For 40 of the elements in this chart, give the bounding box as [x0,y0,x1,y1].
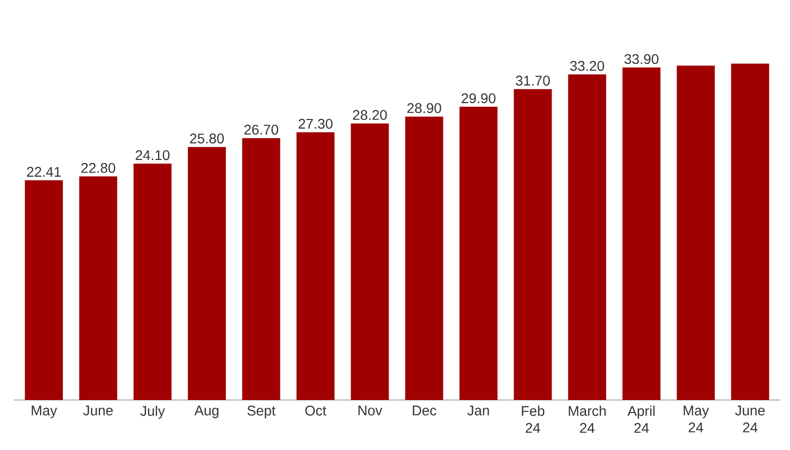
bar [350,123,389,400]
x-tick-label: June [83,406,113,416]
x-tick-label: March 24 [568,406,606,433]
bar [731,64,770,400]
data-label: 33.20 [570,60,604,71]
x-tick-label: Feb 24 [522,406,544,433]
x-tick-label: June 24 [735,406,765,432]
data-label: 28.90 [407,103,442,114]
x-tick-label: Sept [247,406,276,418]
x-tick-label: Dec [412,406,436,416]
data-label: 26.70 [244,124,278,135]
data-label: 24.10 [136,150,170,160]
x-tick-label: Nov [358,406,382,416]
data-label: 33.90 [624,54,658,64]
bar [242,138,280,400]
bar [79,176,118,400]
bar [405,116,444,400]
x-tick-label: Aug [194,406,218,418]
data-label: 25.80 [190,134,224,144]
x-tick-label: Oct [305,406,326,416]
data-label: 28.20 [353,110,387,120]
data-label: 22.80 [81,162,116,173]
bar [568,74,606,400]
bar [24,180,63,400]
bar [514,89,552,400]
x-tick-label: July [140,406,165,419]
x-tick-label: Jan [467,406,489,416]
bar [459,106,498,400]
data-label: 31.70 [516,76,550,86]
data-label: 27.30 [298,118,332,129]
x-tick-label: May 24 [684,406,709,432]
bar [188,146,226,400]
bar [622,68,660,400]
data-label: 22.41 [27,166,61,177]
data-label: 29.90 [462,93,496,104]
bar [676,66,715,400]
x-tick-label: May [32,406,58,418]
x-tick-label: April 24 [628,406,655,433]
bar [134,164,172,400]
bar [296,132,335,400]
